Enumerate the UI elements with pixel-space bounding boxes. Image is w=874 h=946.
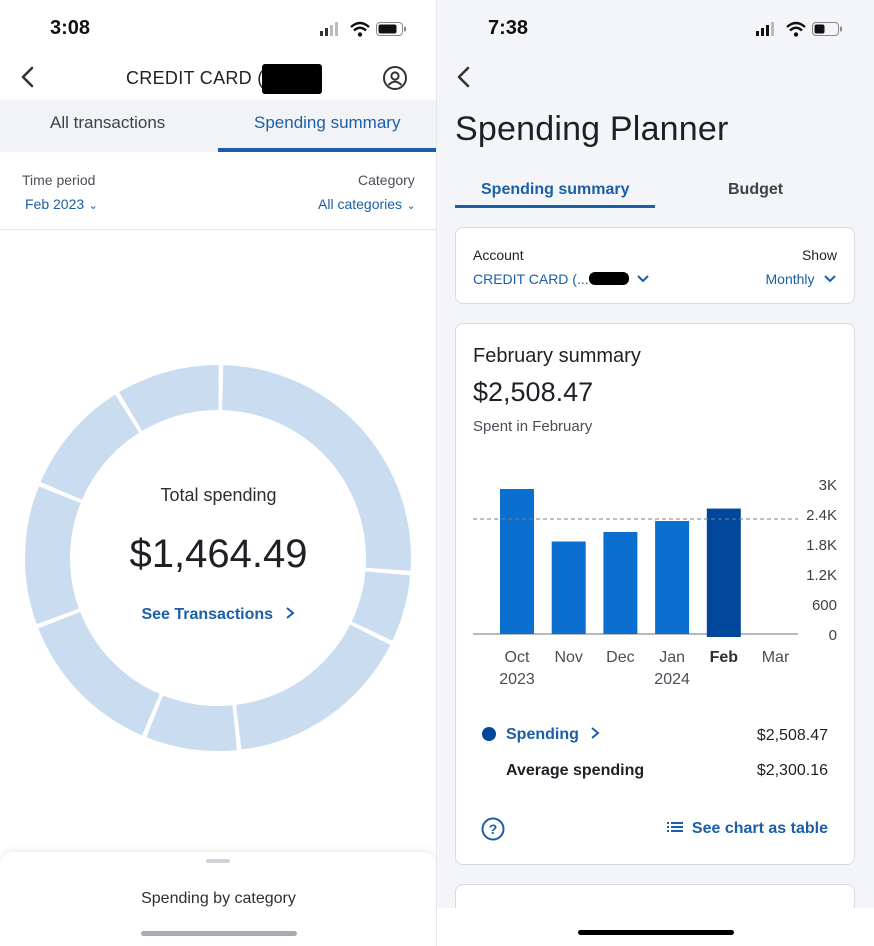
- tab-spending-summary[interactable]: Spending summary: [481, 181, 630, 198]
- time-period-label: Time period: [22, 172, 96, 188]
- spending-legend-link[interactable]: Spending: [506, 726, 601, 744]
- tab-spending-summary[interactable]: Spending summary: [254, 113, 401, 132]
- svg-text:?: ?: [489, 821, 498, 837]
- february-summary-card: February summary $2,508.47 Spent in Febr…: [455, 323, 855, 865]
- x-tick-label: Jan: [659, 649, 685, 666]
- donut-segment: [222, 365, 411, 571]
- donut-segment: [40, 394, 140, 500]
- average-spending-label: Average spending: [506, 762, 645, 779]
- chevron-down-icon: ⌄: [406, 200, 416, 212]
- battery-icon: [376, 22, 406, 36]
- account-dropdown[interactable]: CREDIT CARD (...: [473, 271, 650, 289]
- spending-legend-label: Spending: [506, 726, 579, 743]
- redacted-account-number: [589, 272, 630, 285]
- category-value: All categories: [318, 196, 403, 212]
- chevron-down-icon: ⌄: [88, 200, 98, 212]
- donut-segment: [38, 612, 160, 736]
- summary-amount: $2,508.47: [473, 377, 594, 407]
- time-period-dropdown[interactable]: Feb 2023 ⌄: [25, 196, 98, 214]
- x-tick-label: 2024: [654, 671, 690, 688]
- bar[interactable]: [603, 532, 638, 634]
- bottom-bar: [437, 908, 874, 946]
- bottom-sheet[interactable]: Spending by category: [0, 852, 437, 946]
- left-screen: 3:08 CREDIT CARD (... All transactions S…: [0, 17, 437, 946]
- spending-donut-chart: [24, 365, 411, 751]
- help-icon[interactable]: ?: [481, 817, 505, 841]
- account-card: Account CREDIT CARD (... Show Monthly: [455, 227, 855, 304]
- status-time: 7:38: [488, 17, 529, 39]
- total-spending-amount: $1,464.49: [129, 532, 308, 576]
- signal-icon: [756, 22, 774, 36]
- see-chart-as-table-label: See chart as table: [691, 820, 828, 837]
- status-icons: [756, 21, 842, 37]
- back-chevron-icon[interactable]: [454, 66, 474, 88]
- redacted-account-number: [262, 64, 322, 94]
- sheet-handle[interactable]: [206, 859, 230, 863]
- donut-segment: [24, 486, 81, 625]
- show-dropdown[interactable]: Monthly: [766, 271, 837, 289]
- active-tab-indicator: [455, 205, 655, 208]
- y-tick-label: 3K: [819, 477, 837, 494]
- chevron-right-icon: [285, 607, 295, 619]
- x-tick-label: Nov: [554, 649, 582, 666]
- category-label: Category: [358, 172, 415, 188]
- x-tick-label: Mar: [762, 649, 790, 666]
- wifi-icon: [786, 21, 806, 37]
- tab-bar: [0, 100, 437, 152]
- page-title: CREDIT CARD (...: [126, 68, 280, 88]
- list-icon: [667, 822, 684, 832]
- profile-icon[interactable]: [382, 65, 408, 91]
- x-tick-label: Dec: [606, 649, 634, 666]
- divider: [0, 229, 437, 230]
- summary-title: February summary: [473, 345, 641, 367]
- show-value: Monthly: [765, 271, 815, 287]
- bar[interactable]: [551, 541, 586, 635]
- donut-segment: [146, 695, 237, 751]
- x-tick-label: Oct: [505, 649, 530, 666]
- status-time: 3:08: [50, 17, 91, 39]
- donut-segment: [119, 365, 219, 431]
- spending-legend-value: $2,508.47: [756, 727, 828, 744]
- total-spending-label: Total spending: [160, 485, 277, 505]
- status-icons: [320, 21, 406, 37]
- see-chart-as-table-link[interactable]: See chart as table: [667, 820, 828, 838]
- page-title: Spending Planner: [455, 110, 729, 148]
- donut-segment: [351, 571, 411, 641]
- tab-budget[interactable]: Budget: [728, 181, 784, 198]
- y-tick-label: 1.2K: [806, 567, 837, 584]
- battery-icon: [812, 22, 842, 36]
- home-indicator: [141, 931, 297, 936]
- chevron-down-icon: [824, 275, 836, 283]
- account-value: CREDIT CARD (...: [473, 271, 589, 287]
- show-label: Show: [801, 247, 837, 263]
- see-transactions-label: See Transactions: [141, 606, 274, 623]
- monthly-spending-bar-chart: 3K 2.4K 1.8K 1.2K 600 0 Oct 2023 Nov Dec Jan 2024 Fe…: [473, 477, 837, 688]
- x-tick-label: 2023: [499, 671, 535, 688]
- tab-all-transactions[interactable]: All transactions: [50, 113, 166, 132]
- active-tab-indicator: [218, 148, 437, 152]
- wifi-icon: [350, 21, 370, 37]
- spending-legend-dot: [482, 727, 496, 741]
- signal-icon: [320, 22, 338, 36]
- summary-subtitle: Spent in February: [473, 418, 593, 435]
- bar[interactable]: [500, 489, 534, 634]
- donut-segment: [236, 624, 391, 750]
- y-tick-label: 0: [829, 627, 837, 644]
- bar[interactable]: [655, 521, 690, 634]
- home-indicator: [578, 930, 734, 935]
- spending-by-category-title: Spending by category: [141, 890, 296, 907]
- bar-selected[interactable]: [706, 508, 741, 637]
- category-dropdown[interactable]: All categories ⌄: [318, 196, 416, 214]
- back-chevron-icon[interactable]: [18, 66, 38, 88]
- chevron-right-icon: [591, 727, 600, 739]
- x-tick-label: Feb: [710, 649, 739, 666]
- chevron-down-icon: [636, 275, 649, 283]
- y-tick-label: 600: [812, 597, 837, 614]
- time-period-value: Feb 2023: [25, 196, 85, 212]
- y-tick-label: 1.8K: [806, 537, 837, 554]
- average-spending-value: $2,300.16: [756, 762, 828, 779]
- see-transactions-link[interactable]: See Transactions: [0, 606, 437, 624]
- account-label: Account: [473, 247, 524, 263]
- y-tick-label: 2.4K: [806, 507, 837, 524]
